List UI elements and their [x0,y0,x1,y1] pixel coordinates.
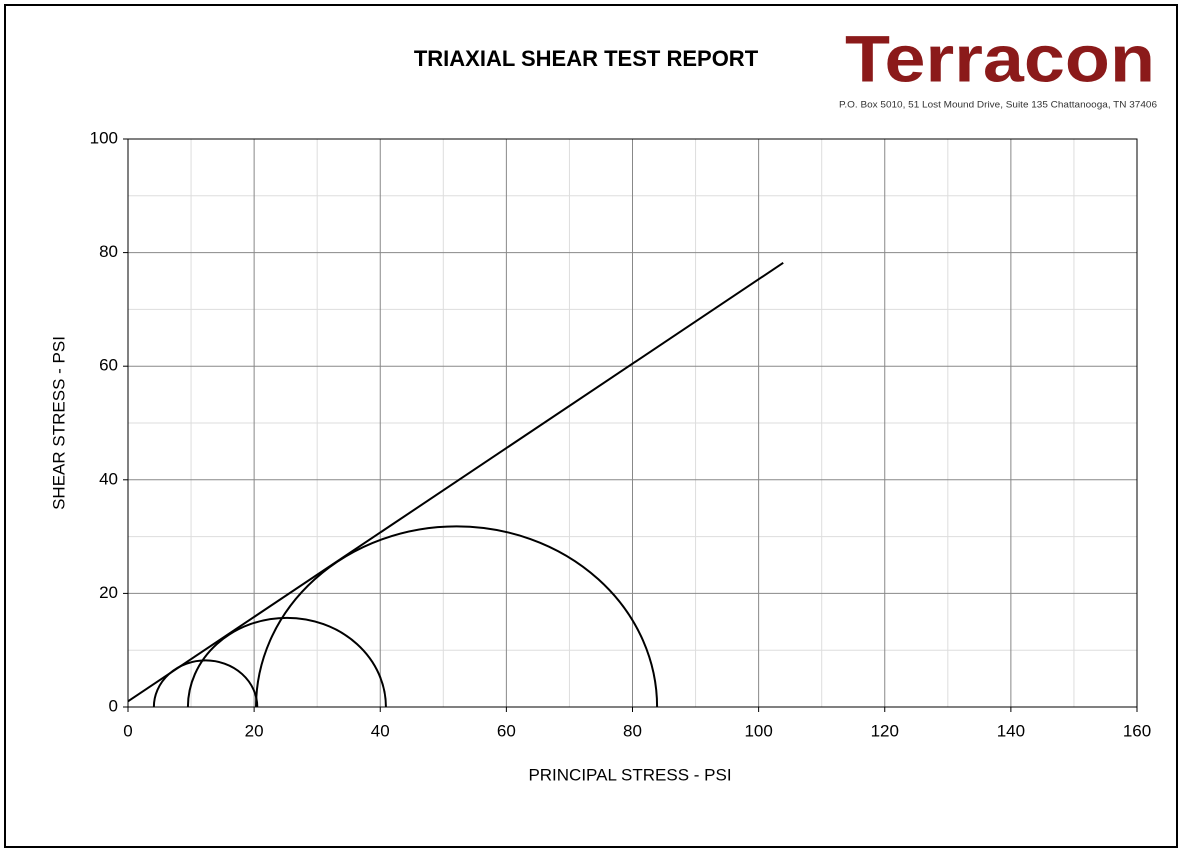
y-tick-label: 0 [109,696,118,715]
plot-frame [127,138,1138,708]
y-tick-label: 60 [99,356,118,375]
mohr-circle [186,616,387,708]
x-tick-label: 20 [245,721,264,740]
x-tick-label: 80 [623,721,642,740]
y-tick-label: 80 [99,242,118,261]
logo: Terracon [845,21,1155,95]
x-tick-label: 100 [744,721,772,740]
x-tick-label: 60 [497,721,516,740]
failure-envelope [127,261,784,703]
report-title: TRIAXIAL SHEAR TEST REPORT [414,46,759,71]
y-tick-label: 40 [99,469,118,488]
x-tick-label: 160 [1123,721,1151,740]
y-axis-label: SHEAR STRESS - PSI [49,336,68,510]
x-tick-label: 0 [123,721,132,740]
y-tick-label: 20 [99,583,118,602]
x-tick-label: 120 [871,721,899,740]
x-tick-label: 140 [997,721,1025,740]
address: P.O. Box 5010, 51 Lost Mound Drive, Suit… [839,99,1157,109]
y-tick-label: 100 [90,128,118,147]
x-tick-label: 40 [371,721,390,740]
mohr-circle [255,525,659,708]
x-axis-label: PRINCIPAL STRESS - PSI [528,765,731,784]
mohr-circle [152,659,259,708]
